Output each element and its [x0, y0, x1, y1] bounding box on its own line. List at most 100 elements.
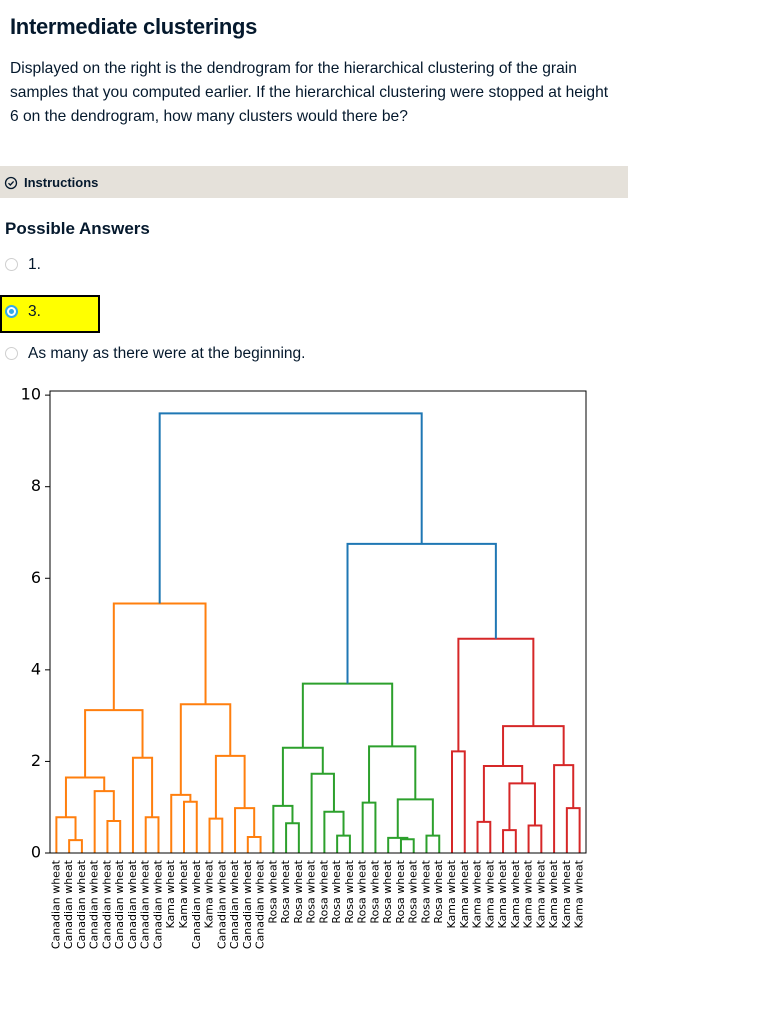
dendrogram-link [214, 754, 246, 819]
leaf-label: Rosa wheat [407, 859, 420, 923]
leaf-label: Rosa wheat [419, 859, 432, 923]
leaf-label: Canadian wheat [62, 859, 75, 949]
leaf-label: Kama wheat [471, 859, 484, 928]
dendrogram-link [170, 793, 192, 853]
leaf-label: Rosa wheat [394, 859, 407, 923]
dendrogram-link [285, 822, 300, 853]
check-icon [4, 176, 18, 190]
radio[interactable] [5, 305, 18, 318]
dendrogram-link [387, 836, 409, 853]
leaf-label: Rosa wheat [368, 859, 381, 923]
radio[interactable] [5, 347, 18, 360]
leaf-label: Kama wheat [177, 859, 190, 928]
dendrogram-link [246, 835, 262, 853]
leaf-label: Rosa wheat [292, 859, 305, 923]
dendrogram-link [396, 798, 434, 838]
dendrogram-link [451, 750, 466, 853]
dendrogram-link [144, 816, 160, 853]
leaf-label: Rosa wheat [305, 859, 318, 923]
dendrogram: Canadian wheat Canadian wheat Canadian whe… [21, 385, 587, 949]
dendrogram-link [482, 765, 524, 822]
dendrogram-link [425, 834, 441, 853]
dendrogram-link [508, 782, 536, 831]
dendrogram-link [457, 637, 535, 752]
leaf-label: Canadian wheat [241, 859, 254, 949]
radio[interactable] [5, 258, 18, 271]
leaf-label: Canadian wheat [126, 859, 139, 949]
leaf-label: Kama wheat [458, 859, 471, 928]
dendrogram-link [368, 745, 417, 803]
instructions-label: Instructions [24, 175, 99, 190]
instructions-bar[interactable]: Instructions [0, 166, 628, 198]
leaf-label: Canadian wheat [139, 859, 152, 949]
answer-text: 1. [28, 256, 41, 273]
dendrogram-link [106, 819, 122, 853]
y-tick-label: 10 [21, 385, 41, 404]
leaf-label: Rosa wheat [356, 859, 369, 923]
answer-text: As many as there were at the beginning. [28, 345, 306, 362]
dendrogram-link [55, 816, 77, 853]
dendrogram-link [527, 824, 543, 853]
dendrogram-link [502, 829, 517, 853]
y-tick-label: 0 [31, 843, 41, 862]
leaf-label: Kama wheat [534, 859, 547, 928]
leaf-label: Rosa wheat [330, 859, 343, 923]
dendrogram-link [93, 790, 115, 853]
dendrogram-link [281, 746, 324, 806]
answers-heading: Possible Answers [5, 219, 150, 238]
leaf-label: Kama wheat [509, 859, 522, 928]
leaf-label: Kama wheat [547, 859, 560, 928]
leaf-label: Kama wheat [573, 859, 586, 928]
y-tick-label: 8 [31, 476, 41, 495]
dendrogram-link [64, 776, 106, 818]
description: Displayed on the right is the dendrogram… [10, 60, 609, 125]
dendrogram-link [84, 709, 144, 778]
dendrogram-link [131, 756, 154, 853]
leaf-label: Rosa wheat [432, 859, 445, 923]
dendrogram-link [183, 800, 198, 853]
leaf-label: Kama wheat [164, 859, 177, 928]
leaf-label: Rosa wheat [343, 859, 356, 923]
leaf-label: Canadian wheat [254, 859, 267, 949]
leaf-label: Canadian wheat [49, 859, 62, 949]
dendrogram-link [310, 772, 335, 853]
leaf-label: Canadian wheat [190, 859, 203, 949]
leaf-label: Canadian wheat [215, 859, 228, 949]
leaf-label: Canadian wheat [100, 859, 113, 949]
plot-frame [49, 390, 587, 854]
leaf-label: Kama wheat [483, 859, 496, 928]
y-tick-label: 2 [31, 751, 41, 770]
dendrogram-link [208, 817, 224, 853]
dendrogram-link [565, 807, 581, 853]
y-tick-label: 4 [31, 659, 41, 678]
leaf-label: Kama wheat [496, 859, 509, 928]
leaf-label: Kama wheat [522, 859, 535, 928]
answer-text: 3. [28, 303, 41, 320]
leaf-label: Canadian wheat [228, 859, 241, 949]
dendrogram-link [502, 725, 565, 767]
dendrogram-link [68, 839, 83, 853]
title: Intermediate clusterings [10, 14, 258, 39]
leaf-label: Canadian wheat [75, 859, 88, 949]
leaf-label: Rosa wheat [266, 859, 279, 923]
dendrogram-link [112, 602, 207, 711]
answer-option[interactable]: 3. [0, 295, 100, 333]
leaf-label: Rosa wheat [317, 859, 330, 923]
dendrogram-link [346, 542, 497, 684]
dendrogram-link [476, 820, 492, 853]
leaf-label: Rosa wheat [279, 859, 292, 923]
dendrogram-link [336, 834, 351, 853]
leaf-label: Rosa wheat [381, 859, 394, 923]
leaf-label: Kama wheat [203, 859, 216, 928]
leaf-label: Kama wheat [560, 859, 573, 928]
dendrogram-link [399, 838, 415, 853]
dendrogram-link [179, 703, 232, 795]
leaf-label: Canadian wheat [113, 859, 126, 949]
leaf-label: Canadian wheat [88, 859, 101, 949]
dendrogram-link [323, 810, 345, 853]
leaf-label: Kama wheat [445, 859, 458, 928]
dendrogram-link [272, 804, 294, 853]
dendrogram-link [361, 801, 377, 853]
dendrogram-link [158, 412, 423, 604]
